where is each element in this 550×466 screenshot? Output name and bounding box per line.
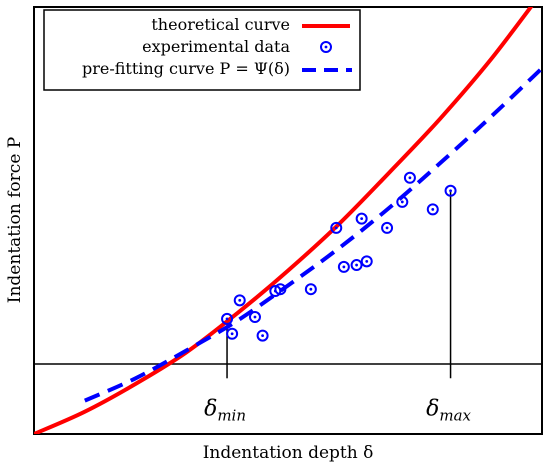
y-axis-label: Indentation force P: [5, 137, 25, 303]
data-point: [381, 221, 394, 234]
data-point: [256, 329, 269, 342]
theoretical-curve: [34, 7, 534, 434]
x-axis-label: Indentation depth δ: [203, 443, 374, 463]
data-point: [233, 294, 246, 307]
data-point: [337, 260, 350, 273]
data-point: [444, 184, 457, 197]
delta-min-label: δmin: [204, 396, 246, 424]
legend: theoretical curve experimental data pre-…: [43, 9, 361, 91]
data-point: [403, 171, 416, 184]
data-point: [360, 255, 373, 268]
data-point: [426, 203, 439, 216]
delta-max-label: δmax: [426, 396, 471, 424]
legend-box: [43, 9, 361, 91]
data-point: [304, 283, 317, 296]
data-point: [221, 312, 234, 325]
prefitting-curve: [84, 66, 542, 403]
legend-label-prefitting: pre-fitting curve P = Ψ(δ): [82, 59, 290, 78]
series-layer: [34, 7, 542, 434]
data-point: [396, 195, 409, 208]
legend-label-experimental: experimental data: [142, 37, 290, 56]
data-point: [274, 283, 287, 296]
legend-label-theoretical: theoretical curve: [151, 15, 290, 34]
data-point: [350, 259, 363, 272]
data-point: [226, 327, 239, 340]
plot-frame: [33, 6, 543, 435]
data-point: [355, 212, 368, 225]
data-point: [248, 311, 261, 324]
data-point: [330, 221, 343, 234]
legend-swatch-experimental: [320, 41, 332, 53]
